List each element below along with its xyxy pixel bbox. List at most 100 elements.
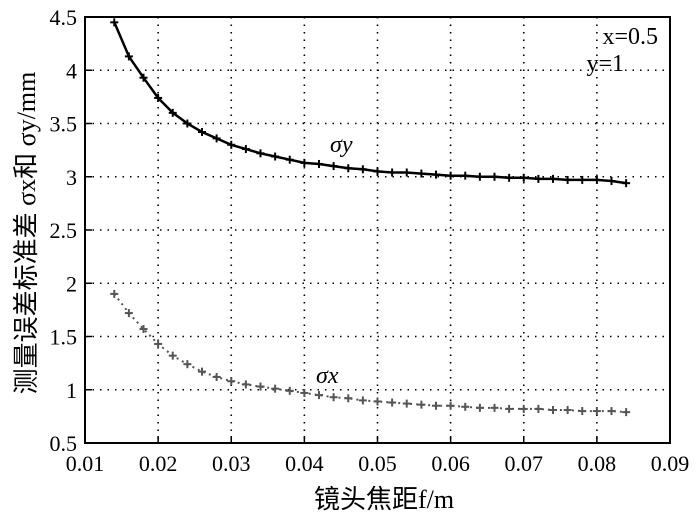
point-sigma-y bbox=[329, 162, 338, 171]
x-tick-labels: 0.01 0.02 0.03 0.04 0.05 0.06 0.07 0.08 0.09 bbox=[66, 436, 690, 476]
point-sigma-y bbox=[402, 168, 411, 177]
point-sigma-x bbox=[563, 405, 572, 414]
point-sigma-x bbox=[505, 404, 514, 413]
point-sigma-x bbox=[271, 384, 280, 393]
point-sigma-x bbox=[432, 401, 440, 410]
point-sigma-y bbox=[183, 119, 192, 128]
point-sigma-x bbox=[212, 372, 221, 381]
series-line-sigma-x bbox=[113, 293, 627, 414]
point-sigma-y bbox=[417, 169, 426, 178]
y-axis-title: 测量误差标准差 σx和 σy/mm bbox=[12, 72, 41, 395]
point-sigma-x bbox=[490, 403, 499, 412]
x-tick-label: 0.01 bbox=[66, 451, 105, 476]
point-sigma-y bbox=[475, 172, 484, 181]
grid bbox=[85, 17, 670, 443]
point-sigma-y bbox=[124, 52, 133, 61]
point-sigma-y bbox=[344, 164, 353, 173]
x-tick-label: 0.03 bbox=[212, 451, 251, 476]
point-sigma-x bbox=[241, 380, 250, 389]
x-tick-label: 0.08 bbox=[578, 451, 617, 476]
point-sigma-x bbox=[139, 325, 148, 334]
point-sigma-y bbox=[549, 174, 557, 183]
series-label-sigma-y: σy bbox=[330, 132, 353, 158]
x-tick-label: 0.07 bbox=[505, 451, 544, 476]
point-sigma-x bbox=[329, 393, 338, 402]
point-sigma-y bbox=[285, 155, 294, 164]
x-tick-label: 0.02 bbox=[139, 451, 178, 476]
parameter-y-label: y=1 bbox=[586, 51, 624, 77]
parameter-x-label: x=0.5 bbox=[602, 24, 658, 50]
point-sigma-x bbox=[124, 309, 133, 318]
point-sigma-y bbox=[168, 108, 177, 117]
point-sigma-y bbox=[300, 158, 309, 167]
point-sigma-x bbox=[373, 397, 382, 406]
point-sigma-x bbox=[417, 400, 426, 409]
point-sigma-y bbox=[212, 134, 221, 143]
point-sigma-x bbox=[592, 407, 601, 416]
point-sigma-y bbox=[358, 165, 367, 174]
point-sigma-x bbox=[344, 394, 353, 403]
point-sigma-x bbox=[607, 407, 616, 416]
point-sigma-y bbox=[271, 152, 280, 161]
x-tick-label: 0.06 bbox=[431, 451, 470, 476]
point-sigma-y bbox=[519, 173, 528, 182]
y-tick-label: 1 bbox=[66, 378, 77, 403]
point-sigma-x bbox=[256, 382, 265, 391]
point-sigma-y bbox=[607, 177, 616, 186]
point-sigma-x bbox=[198, 367, 206, 376]
point-sigma-y bbox=[198, 128, 206, 137]
x-tick-label: 0.09 bbox=[651, 451, 690, 476]
y-tick-label: 1.5 bbox=[50, 325, 78, 350]
point-sigma-y bbox=[490, 172, 499, 181]
point-sigma-x bbox=[227, 377, 236, 386]
point-sigma-x bbox=[446, 401, 455, 410]
point-sigma-x bbox=[168, 351, 177, 360]
point-sigma-x bbox=[461, 402, 470, 411]
point-sigma-x bbox=[388, 398, 397, 407]
point-sigma-y bbox=[373, 167, 382, 176]
point-sigma-y bbox=[461, 171, 470, 180]
point-sigma-x bbox=[519, 404, 528, 413]
y-tick-label: 0.5 bbox=[50, 431, 78, 456]
point-sigma-y bbox=[388, 168, 397, 177]
point-sigma-x bbox=[549, 405, 557, 414]
point-sigma-x bbox=[475, 403, 484, 412]
point-sigma-x bbox=[183, 360, 192, 369]
series-label-sigma-x: σx bbox=[316, 363, 339, 389]
point-sigma-y bbox=[534, 174, 543, 183]
point-sigma-x bbox=[402, 399, 411, 408]
y-tick-label: 4 bbox=[66, 58, 77, 83]
series-layer bbox=[110, 18, 631, 417]
y-tick-label: 4.5 bbox=[50, 5, 78, 30]
point-sigma-x bbox=[358, 396, 367, 405]
point-sigma-y bbox=[227, 140, 236, 149]
point-sigma-y bbox=[578, 175, 587, 184]
point-sigma-x bbox=[315, 391, 323, 400]
y-tick-label: 2 bbox=[66, 271, 77, 296]
x-tick-label: 0.04 bbox=[285, 451, 324, 476]
y-tick-label: 2.5 bbox=[50, 218, 78, 243]
point-sigma-y bbox=[432, 170, 440, 179]
point-sigma-x bbox=[534, 404, 543, 413]
point-sigma-y bbox=[446, 171, 455, 180]
y-tick-label: 3.5 bbox=[50, 112, 78, 137]
x-axis-title: 镜头焦距f/m bbox=[314, 485, 454, 514]
point-sigma-y bbox=[505, 173, 514, 182]
series-line-sigma-y bbox=[113, 21, 627, 185]
point-sigma-x bbox=[154, 339, 163, 348]
point-sigma-y bbox=[622, 179, 631, 188]
point-sigma-y bbox=[154, 93, 163, 102]
point-sigma-x bbox=[285, 386, 294, 395]
point-sigma-y bbox=[563, 175, 572, 184]
point-sigma-y bbox=[592, 175, 601, 184]
point-sigma-y bbox=[241, 145, 250, 154]
point-sigma-y bbox=[256, 149, 265, 158]
point-sigma-y bbox=[110, 18, 119, 27]
point-sigma-y bbox=[315, 159, 323, 168]
x-tick-label: 0.05 bbox=[358, 451, 397, 476]
point-sigma-x bbox=[578, 407, 587, 416]
point-sigma-x bbox=[110, 289, 119, 298]
y-tick-label: 3 bbox=[66, 165, 77, 190]
point-sigma-y bbox=[139, 73, 148, 82]
